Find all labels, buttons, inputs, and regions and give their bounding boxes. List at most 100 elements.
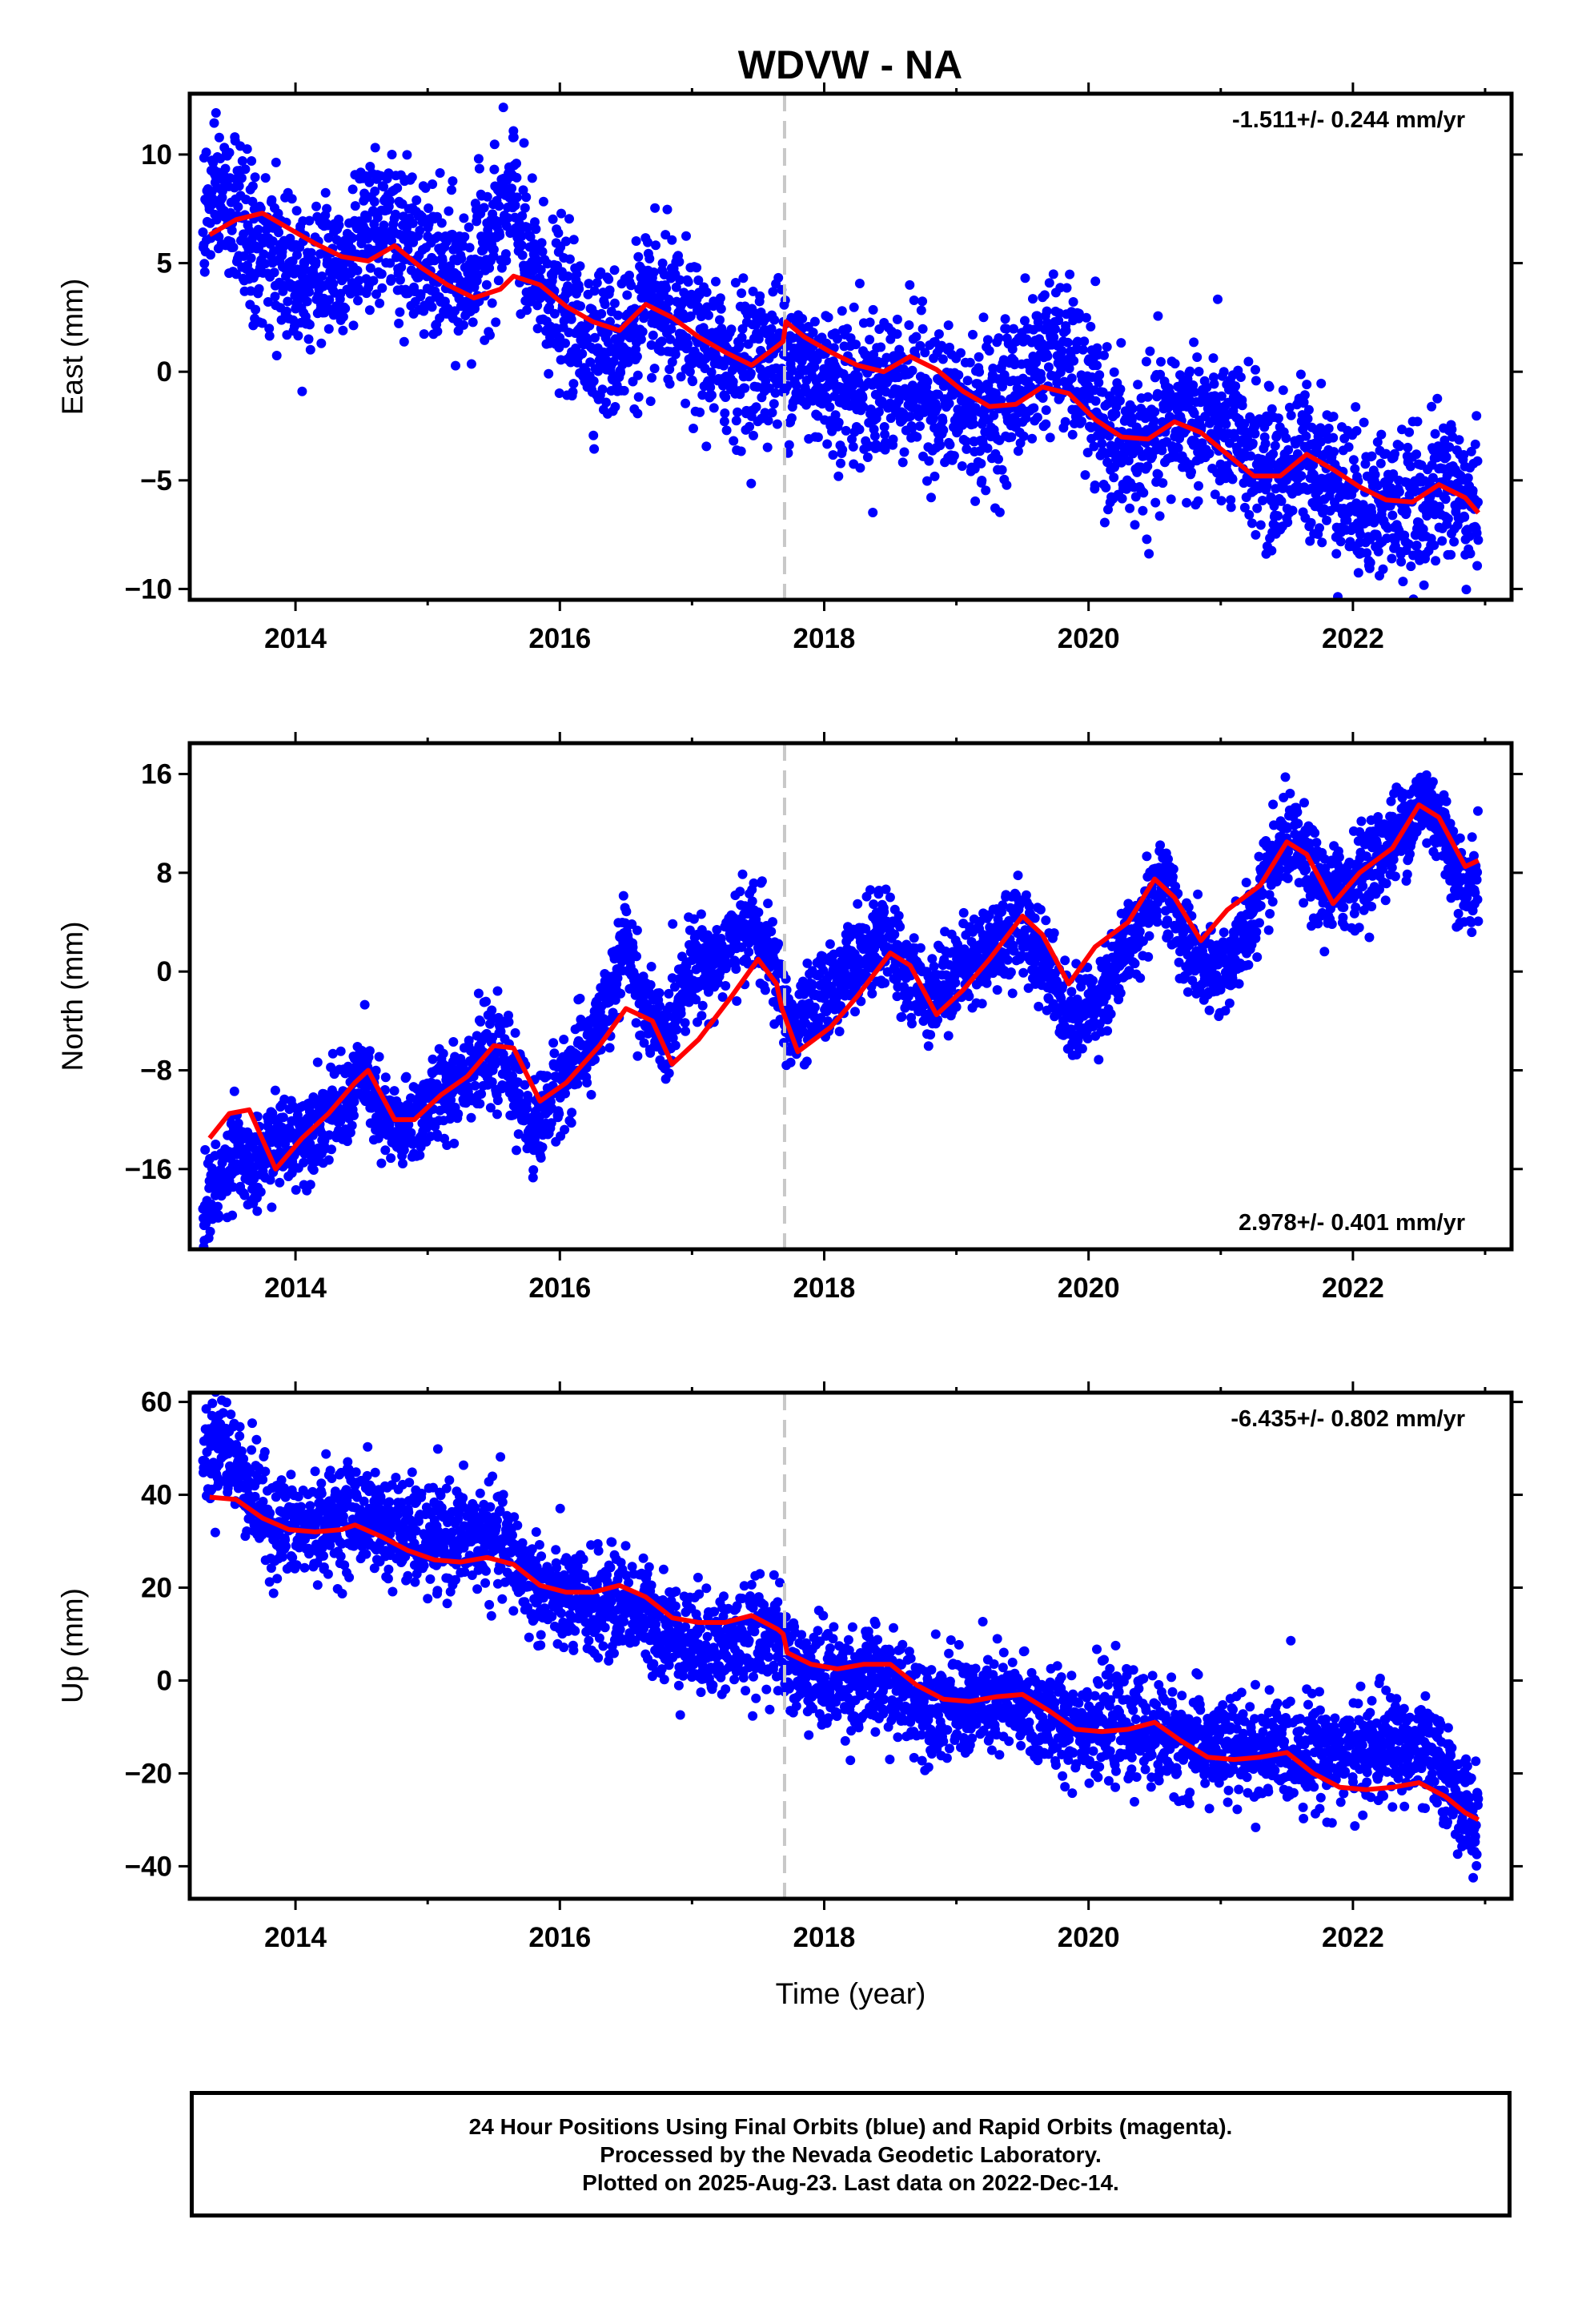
data-point xyxy=(1247,518,1257,529)
data-point xyxy=(247,156,257,166)
data-point xyxy=(396,262,407,272)
data-point xyxy=(1061,325,1071,336)
data-point xyxy=(501,255,512,266)
data-point xyxy=(604,274,614,284)
data-point xyxy=(554,1108,564,1119)
data-point xyxy=(1258,496,1267,505)
data-point xyxy=(1062,283,1072,293)
data-point xyxy=(1252,503,1263,513)
data-point xyxy=(1247,438,1258,448)
data-point xyxy=(1286,410,1296,420)
data-point xyxy=(1044,278,1054,288)
data-point xyxy=(845,333,856,344)
data-point xyxy=(697,390,708,400)
data-point xyxy=(1114,396,1125,406)
data-point xyxy=(239,1190,250,1200)
data-point xyxy=(368,206,378,216)
data-point xyxy=(1204,448,1215,459)
data-point xyxy=(1142,461,1153,472)
data-point xyxy=(376,269,387,279)
data-point xyxy=(445,1114,456,1124)
data-point xyxy=(1020,316,1030,326)
data-point xyxy=(631,236,641,246)
data-point xyxy=(897,457,908,468)
data-point xyxy=(646,962,656,971)
data-point xyxy=(808,328,818,338)
data-point xyxy=(1388,469,1399,479)
data-point xyxy=(1401,506,1411,517)
data-point xyxy=(1110,409,1121,419)
data-point xyxy=(909,296,919,305)
data-point xyxy=(715,315,725,325)
data-point xyxy=(671,282,681,292)
data-point xyxy=(389,1086,400,1096)
data-point xyxy=(755,291,765,301)
data-point xyxy=(705,382,716,392)
data-point xyxy=(491,317,501,328)
data-point xyxy=(1295,369,1306,380)
data-point xyxy=(1317,537,1327,548)
data-point xyxy=(1194,367,1204,376)
data-point xyxy=(304,320,315,330)
data-point xyxy=(632,1051,643,1061)
data-point xyxy=(265,1175,275,1185)
data-point xyxy=(306,247,316,258)
data-point xyxy=(809,362,820,372)
data-point xyxy=(1397,424,1407,435)
data-point xyxy=(519,138,529,148)
data-point xyxy=(323,1155,334,1165)
data-point xyxy=(1092,360,1102,371)
data-point xyxy=(1078,344,1088,355)
data-point xyxy=(1090,276,1101,287)
data-point xyxy=(904,320,914,330)
data-point xyxy=(231,269,242,279)
data-point xyxy=(481,996,491,1007)
data-point xyxy=(270,1085,280,1096)
data-point xyxy=(523,223,532,233)
data-point xyxy=(496,263,507,273)
data-point xyxy=(1142,392,1153,402)
data-point xyxy=(432,326,443,336)
y-tick-label: −10 xyxy=(125,573,172,605)
data-point xyxy=(730,278,741,287)
data-point xyxy=(544,302,555,312)
data-point xyxy=(275,1177,285,1188)
data-point xyxy=(994,507,1005,517)
data-point xyxy=(532,300,543,311)
data-point xyxy=(1244,509,1255,520)
data-point xyxy=(869,431,880,441)
data-point xyxy=(1411,541,1422,550)
data-point xyxy=(1087,372,1098,382)
data-point xyxy=(1099,350,1109,360)
data-point xyxy=(274,227,283,238)
data-point xyxy=(784,440,794,450)
data-point xyxy=(674,256,685,267)
data-point xyxy=(938,425,949,436)
data-point xyxy=(380,1072,391,1083)
data-point xyxy=(1054,308,1064,319)
data-point xyxy=(385,258,396,268)
data-point xyxy=(211,108,221,118)
data-point xyxy=(676,372,686,382)
data-point xyxy=(512,159,521,169)
data-point xyxy=(938,416,948,426)
data-point xyxy=(582,1078,592,1088)
data-point xyxy=(1210,489,1220,500)
data-point xyxy=(1273,413,1283,424)
data-point xyxy=(1270,440,1280,451)
data-point xyxy=(556,208,566,219)
data-point xyxy=(1156,356,1166,367)
data-point xyxy=(670,349,681,360)
data-point xyxy=(459,320,468,330)
data-point xyxy=(772,419,782,429)
data-point xyxy=(1394,487,1404,497)
data-point xyxy=(1423,607,1432,617)
data-point xyxy=(994,454,1003,464)
data-point xyxy=(264,324,275,334)
data-point xyxy=(369,196,379,207)
data-point xyxy=(560,338,570,348)
data-point xyxy=(1267,545,1277,556)
data-point xyxy=(1031,357,1042,368)
